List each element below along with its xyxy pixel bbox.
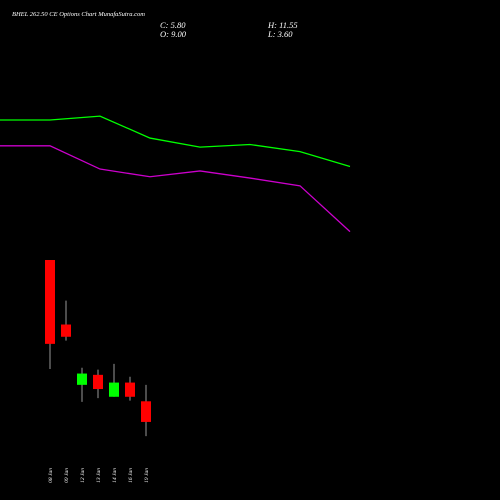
x-tick-label: 16 Jan [128, 468, 134, 483]
candle-body [45, 260, 55, 344]
line-series [0, 145, 351, 233]
candle-body [141, 401, 151, 422]
high-label: H: 11.55 [267, 20, 298, 30]
candle-body [125, 382, 135, 397]
candle-body [109, 382, 119, 397]
candle-body [61, 324, 71, 337]
open-label: O: 9.00 [160, 29, 187, 39]
x-tick-label: 13 Jan [96, 468, 102, 483]
candle-body [77, 373, 87, 385]
low-label: L: 3.60 [267, 29, 293, 39]
x-tick-label: 09 Jan [64, 468, 70, 483]
close-label: C: 5.80 [160, 20, 186, 30]
x-tick-label: 08 Jan [48, 468, 54, 483]
x-tick-label: 14 Jan [111, 468, 118, 483]
x-tick-label: 12 Jan [80, 468, 86, 483]
candle-body [93, 374, 103, 390]
x-tick-label: 19 Jan [144, 468, 150, 483]
chart-title: BHEL 262.50 CE Options Chart MunafaSutra… [12, 11, 145, 18]
line-series [0, 115, 351, 168]
